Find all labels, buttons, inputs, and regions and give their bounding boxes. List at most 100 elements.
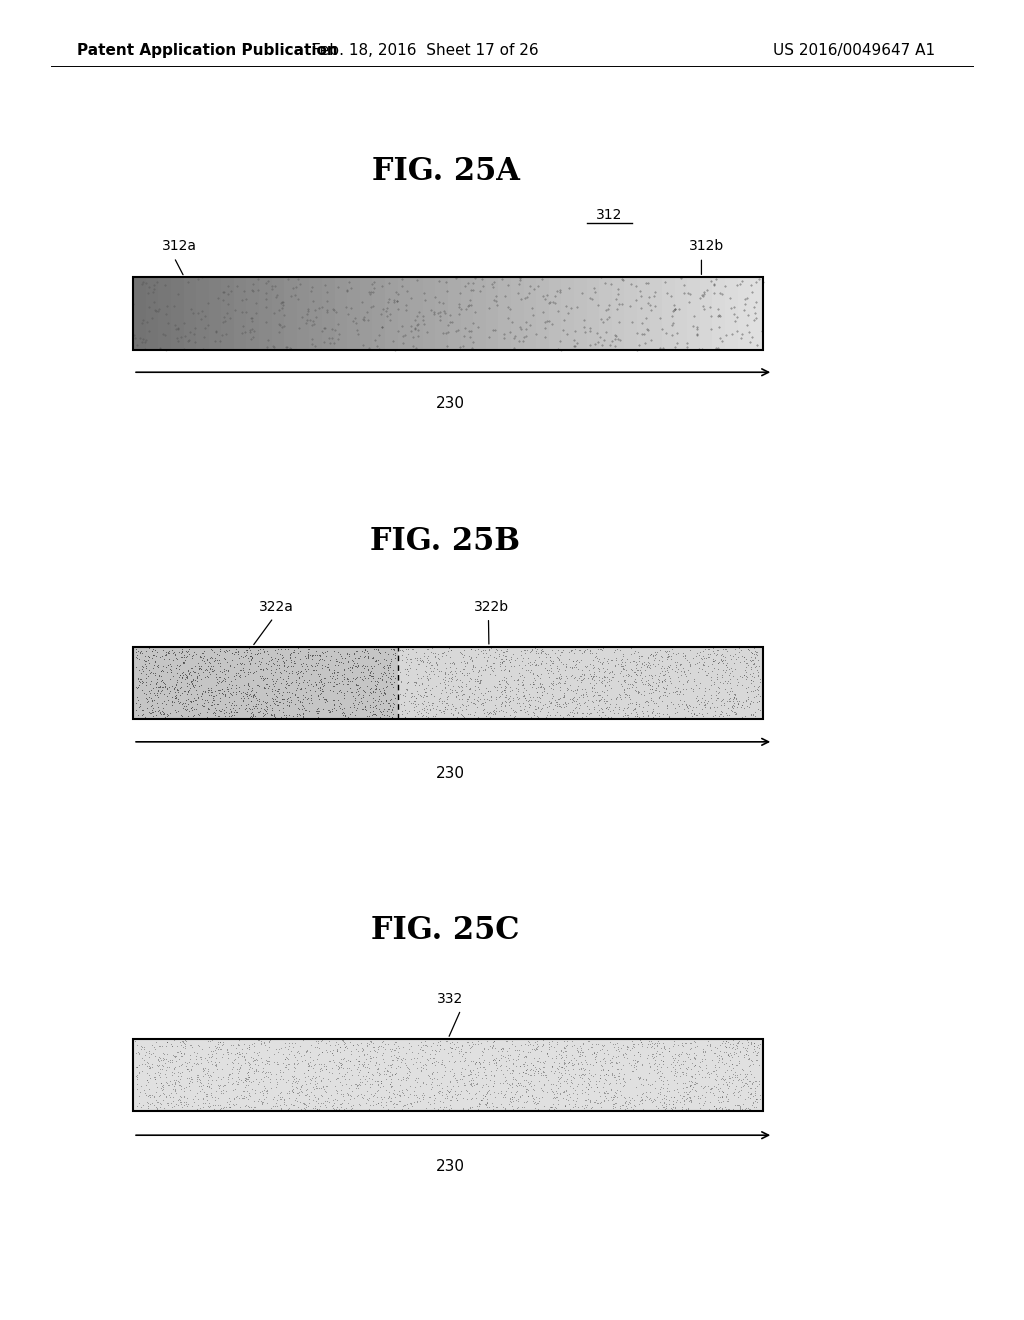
Point — [680, 697, 696, 718]
Point — [632, 1030, 648, 1051]
Point — [664, 639, 680, 660]
Bar — [663, 277, 676, 350]
Point — [520, 1085, 537, 1106]
Point — [636, 652, 652, 673]
Point — [497, 694, 513, 715]
Point — [522, 1052, 539, 1073]
Point — [350, 1051, 367, 1072]
Point — [635, 705, 651, 726]
Point — [655, 1045, 672, 1067]
Point — [238, 639, 254, 660]
Point — [188, 1053, 205, 1074]
Point — [417, 1041, 433, 1063]
Point — [710, 1086, 726, 1107]
Point — [297, 700, 313, 721]
Point — [565, 690, 582, 711]
Point — [200, 680, 216, 701]
Point — [269, 1090, 286, 1111]
Point — [199, 1049, 215, 1071]
Point — [484, 1044, 501, 1065]
Point — [365, 682, 381, 704]
Point — [580, 1068, 596, 1089]
Point — [497, 1086, 513, 1107]
Point — [607, 655, 624, 676]
Point — [239, 682, 255, 704]
Point — [200, 698, 216, 719]
Point — [660, 665, 677, 686]
Point — [727, 701, 743, 722]
Point — [182, 690, 199, 711]
Point — [280, 1053, 296, 1074]
Point — [672, 671, 688, 692]
Point — [382, 1073, 398, 1094]
Point — [224, 1051, 241, 1072]
Point — [173, 705, 189, 726]
Point — [373, 1035, 389, 1056]
Point — [743, 1084, 760, 1105]
Point — [366, 697, 382, 718]
Point — [634, 1053, 650, 1074]
Point — [463, 690, 479, 711]
Point — [318, 1090, 335, 1111]
Point — [435, 1097, 452, 1118]
Point — [597, 690, 613, 711]
Point — [197, 689, 213, 710]
Point — [350, 655, 367, 676]
Point — [494, 669, 510, 690]
Point — [718, 1052, 734, 1073]
Point — [247, 1096, 263, 1117]
Point — [485, 1076, 502, 1097]
Point — [522, 1059, 539, 1080]
Point — [355, 686, 372, 708]
Point — [557, 694, 573, 715]
Point — [644, 1073, 660, 1094]
Point — [431, 700, 447, 721]
Point — [416, 678, 432, 700]
Point — [283, 652, 299, 673]
Point — [475, 702, 492, 723]
Point — [527, 1059, 544, 1080]
Point — [194, 694, 210, 715]
Point — [709, 686, 725, 708]
Point — [176, 692, 193, 713]
Point — [565, 706, 582, 727]
Point — [284, 671, 300, 692]
Point — [521, 1031, 538, 1052]
Point — [473, 1032, 489, 1053]
Point — [686, 1047, 702, 1068]
Point — [571, 1065, 588, 1086]
Point — [184, 1036, 201, 1057]
Point — [422, 667, 438, 688]
Point — [509, 1081, 525, 1102]
Point — [177, 649, 194, 671]
Point — [216, 659, 232, 680]
Point — [301, 1085, 317, 1106]
Point — [166, 692, 182, 713]
Point — [270, 682, 287, 704]
Point — [564, 688, 581, 709]
Point — [510, 1097, 526, 1118]
Point — [635, 697, 651, 718]
Point — [462, 1064, 478, 1085]
Point — [343, 671, 359, 692]
Point — [569, 1038, 586, 1059]
Point — [525, 673, 542, 694]
Point — [617, 1096, 634, 1117]
Point — [378, 676, 394, 697]
Point — [582, 640, 598, 661]
Point — [672, 1065, 688, 1086]
Point — [370, 1036, 386, 1057]
Point — [183, 697, 200, 718]
Point — [330, 689, 346, 710]
Point — [146, 708, 163, 729]
Point — [167, 1072, 183, 1093]
Point — [652, 1065, 669, 1086]
Point — [279, 690, 295, 711]
Point — [484, 660, 501, 681]
Point — [370, 1071, 386, 1092]
Point — [302, 1041, 318, 1063]
Point — [315, 1056, 332, 1077]
Point — [669, 1052, 685, 1073]
Point — [637, 660, 653, 681]
Point — [568, 702, 585, 723]
